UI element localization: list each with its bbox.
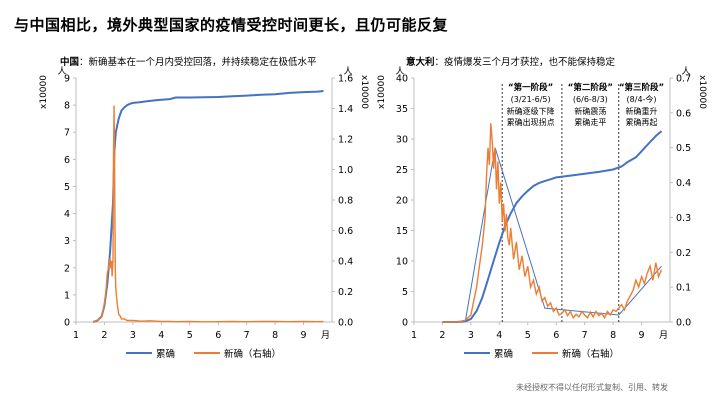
y-tick-label: 5 — [402, 287, 408, 298]
y2-tick-label: 0.6 — [676, 108, 691, 119]
x-tick-label: 9 — [301, 330, 307, 341]
y2-tick-label: 0.3 — [676, 213, 691, 224]
y2-tick-label: 0.6 — [338, 226, 353, 237]
y2-tick-label: 1.6 — [338, 74, 353, 85]
phase-label: “第二阶段” — [568, 82, 613, 93]
y-tick-label: 25 — [396, 165, 408, 176]
phase-date-range: (6/6-8/3) — [573, 95, 608, 104]
legend-label-cumulative: 累确 — [494, 348, 513, 360]
y2-tick-label: 0.2 — [338, 287, 353, 298]
x-tick-label: 1 — [73, 330, 79, 341]
x-tick-label: 3 — [130, 330, 136, 341]
x-tick-label: 8 — [610, 330, 616, 341]
chart-subtitle-text: ：新确基本在一个月内受控回落，并持续稳定在极低水平 — [79, 57, 317, 68]
phase-label: “第三阶段” — [619, 82, 664, 93]
phase-date-range: (3/21-6/5) — [511, 95, 551, 104]
x-axis-unit: 月 — [659, 330, 668, 341]
y2-tick-label: 0.7 — [676, 74, 691, 85]
y-tick-label: 8 — [64, 101, 70, 112]
y2-axis-scale: x10000 — [697, 75, 707, 109]
chart-panel-china: 中国：新确基本在一个月内受控回落，并持续稳定在极低水平 0 1 2 3 4 5 6 7 8 9 0.… — [36, 54, 376, 372]
x-tick-label: 6 — [553, 330, 559, 341]
chart-subtitle-country: 中国 — [60, 57, 80, 68]
y2-tick-label: 0.2 — [676, 248, 691, 259]
phase-description: 累确走平 — [574, 117, 606, 127]
chart-subtitle-text: ：疫情爆发三个月才获控，也不能保持稳定 — [434, 57, 616, 68]
x-tick-label: 5 — [187, 330, 193, 341]
series-line-cumulative — [92, 90, 324, 323]
series-line-new — [92, 105, 324, 323]
y2-tick-label: 1.2 — [338, 135, 353, 146]
legend-label-new: 新确（右轴） — [224, 348, 281, 360]
x-tick-label: 6 — [215, 330, 221, 341]
phase-label: “第一阶段” — [508, 82, 553, 93]
y-tick-label: 10 — [396, 257, 408, 268]
y2-tick-label: 0.0 — [676, 318, 691, 329]
phase-description: 累确出现拐点 — [507, 117, 555, 127]
legend-label-new: 新确（右轴） — [562, 348, 619, 360]
y2-axis-scale: x10000 — [359, 75, 369, 109]
x-tick-label: 3 — [468, 330, 474, 341]
y-tick-label: 7 — [64, 128, 70, 139]
legend-label-cumulative: 累确 — [156, 348, 175, 360]
y2-axis-unit: 人 — [343, 66, 352, 77]
chart-subtitle: 意大利：疫情爆发三个月才获控，也不能保持稳定 — [406, 54, 615, 68]
x-tick-label: 7 — [582, 330, 588, 341]
y2-tick-label: 0.1 — [676, 283, 691, 294]
y-tick-label: 2 — [64, 263, 70, 274]
x-tick-label: 5 — [525, 330, 531, 341]
y2-tick-label: 0.8 — [338, 196, 353, 207]
phase-date-range: (8/4-今) — [627, 94, 657, 104]
y-axis-scale: x10000 — [377, 75, 387, 109]
phase-description: 新确逐级下降 — [507, 106, 555, 116]
chart-subtitle-country: 意大利 — [406, 57, 435, 68]
y-tick-label: 5 — [64, 182, 70, 193]
y-axis-scale: x10000 — [39, 75, 49, 109]
trend-line — [464, 147, 662, 323]
phase-description: 新确震荡 — [574, 106, 606, 116]
y-tick-label: 4 — [64, 209, 70, 220]
y-axis-unit: 人 — [57, 66, 66, 77]
y-tick-label: 6 — [64, 155, 70, 166]
y2-axis-unit: 人 — [681, 66, 690, 77]
x-tick-label: 8 — [272, 330, 278, 341]
x-tick-label: 9 — [639, 330, 645, 341]
y2-tick-label: 0.0 — [338, 318, 353, 329]
x-tick-label: 4 — [158, 330, 164, 341]
footer-disclaimer: 未经授权不得以任何形式复制、引用、转发 — [516, 383, 668, 392]
y-tick-label: 30 — [396, 135, 408, 146]
x-tick-label: 1 — [411, 330, 417, 341]
chart-subtitle: 中国：新确基本在一个月内受控回落，并持续稳定在极低水平 — [60, 54, 317, 68]
y-tick-label: 9 — [64, 74, 70, 85]
series-line-new — [442, 123, 663, 323]
y2-tick-label: 0.4 — [676, 178, 691, 189]
chart-panel-italy: 意大利：疫情爆发三个月才获控，也不能保持稳定 0 5 10 15 20 25 30 35 40 0… — [374, 54, 714, 372]
chart-italy-svg: 05101520253035400.00.10.20.30.40.50.60.7… — [377, 66, 707, 360]
x-axis-unit: 月 — [321, 330, 330, 341]
y2-tick-label: 1.0 — [338, 165, 353, 176]
y-tick-label: 0 — [64, 318, 70, 329]
y-tick-label: 1 — [64, 290, 70, 301]
y2-tick-label: 0.5 — [676, 143, 691, 154]
x-tick-label: 4 — [496, 330, 502, 341]
phase-description: 新确重升 — [626, 106, 658, 116]
y-tick-label: 15 — [396, 226, 408, 237]
series-line-cumulative — [442, 130, 663, 323]
x-tick-label: 2 — [101, 330, 107, 341]
y-tick-label: 20 — [396, 196, 408, 207]
y-tick-label: 0 — [402, 318, 408, 329]
phase-description: 累确再起 — [626, 117, 658, 127]
page-title: 与中国相比，境外典型国家的疫情受控时间更长，且仍可能反复 — [14, 16, 449, 34]
x-tick-label: 7 — [244, 330, 250, 341]
y2-tick-label: 1.4 — [338, 104, 353, 115]
y-axis-unit: 人 — [395, 66, 404, 77]
y-tick-label: 40 — [396, 74, 408, 85]
y-tick-label: 3 — [64, 236, 70, 247]
y-tick-label: 35 — [396, 104, 408, 115]
x-tick-label: 2 — [439, 330, 445, 341]
y2-tick-label: 0.4 — [338, 257, 353, 268]
